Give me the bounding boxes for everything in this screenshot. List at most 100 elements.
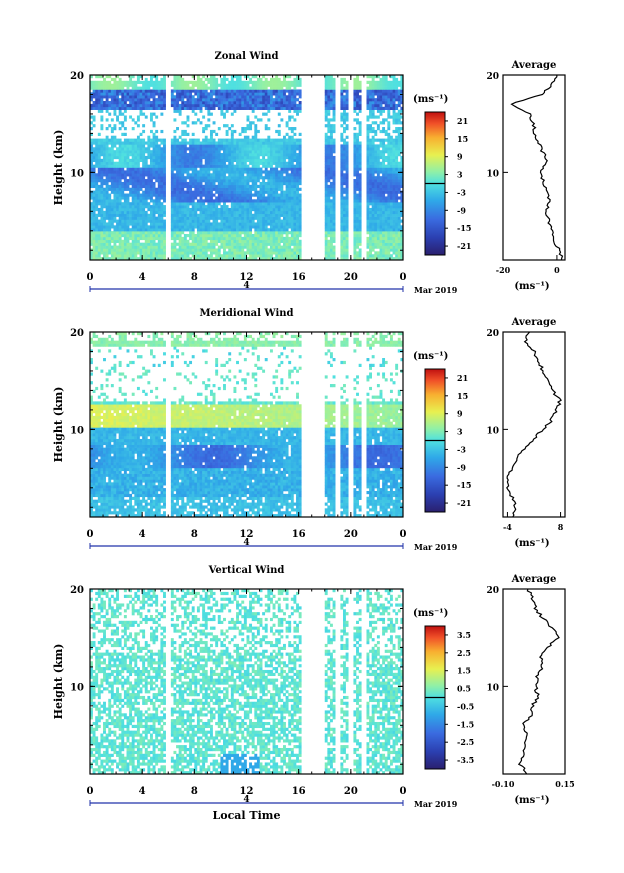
heatmap-cell [100,179,104,183]
heatmap-cell [345,179,349,183]
heatmap-cell [113,216,117,220]
heatmap-cell [236,95,239,99]
heatmap-cell [163,138,166,142]
chart-title: Zonal Wind [214,51,278,62]
heatmap-cell [275,98,279,102]
heatmap-cell [296,109,299,113]
heatmap-cell [113,210,117,215]
heatmap-cell [329,257,333,261]
heatmap-cell [212,176,216,180]
heatmap-cell [269,138,273,142]
heatmap-cell [207,199,211,203]
heatmap-cell [105,127,109,131]
heatmap-cell [160,170,164,174]
heatmap-cell [142,196,146,200]
heatmap-cell [129,147,133,151]
heatmap-cell [113,248,117,252]
heatmap-cell [288,176,292,180]
heatmap-cell [92,225,96,229]
heatmap-cell [116,210,119,215]
heatmap-cell [379,210,383,215]
heatmap-cell [329,141,333,145]
heatmap-cell [389,164,393,168]
heatmap-cell [123,196,127,200]
heatmap-cell [285,257,289,261]
heatmap-cell [371,153,375,157]
heatmap-cell [264,219,268,223]
heatmap-cell [103,222,106,226]
heatmap-cell [220,231,224,235]
heatmap-cell [243,176,247,180]
heatmap-cell [353,207,357,212]
heatmap-cell [238,158,242,163]
heatmap-cell [366,245,370,249]
heatmap-cell [152,257,156,261]
heatmap-cell [123,231,127,235]
heatmap-cell [343,129,346,134]
heatmap-cell [371,150,375,154]
heatmap-cell [123,176,127,180]
heatmap-cell [400,233,404,238]
heatmap-cell [131,233,135,238]
heatmap-cell [269,242,273,246]
heatmap-cell [152,184,156,189]
heatmap-cell [267,170,271,174]
heatmap-cell [400,196,404,200]
heatmap-cell [152,245,156,249]
heatmap-cell [191,170,195,174]
heatmap-cell [254,153,258,157]
heatmap-cell [374,181,378,186]
heatmap-cell [173,187,177,191]
heatmap-cell [191,176,195,180]
heatmap-cell [366,103,370,108]
heatmap-cell [199,216,203,220]
heatmap-cell [209,101,213,105]
heatmap-cell [160,219,164,223]
heatmap-cell [327,205,331,209]
heatmap-cell [217,167,221,171]
heatmap-cell [262,179,266,183]
heatmap-cell [288,144,292,148]
heatmap-cell [199,187,203,191]
heatmap-cell [173,251,177,255]
heatmap-cell [113,202,117,206]
heatmap-cell [183,158,187,163]
heatmap-cell [134,176,138,180]
heatmap-cell [228,164,232,168]
heatmap-cell [207,161,211,165]
heatmap-cell [272,98,276,102]
heatmap-cell [97,254,101,258]
heatmap-cell [189,106,193,110]
heatmap-cell [113,179,117,183]
heatmap-cell [272,179,276,183]
heatmap-cell [343,121,346,125]
heatmap-cell [207,141,211,145]
heatmap-cell [186,228,190,232]
heatmap-cell [395,138,399,142]
heatmap-cell [228,92,232,96]
heatmap-cell [131,248,135,252]
heatmap-cell [194,155,198,160]
heatmap-cell [110,225,114,229]
heatmap-cell [366,138,370,142]
heatmap-cell [194,216,198,220]
heatmap-cell [400,239,404,243]
heatmap-cell [345,228,349,232]
heatmap-cell [108,141,112,145]
heatmap-cell [277,207,281,212]
heatmap-cell [152,95,156,99]
heatmap-cell [374,147,378,151]
heatmap-cell [194,158,198,163]
heatmap-cell [353,190,357,194]
heatmap-cell [142,129,146,134]
heatmap-cell [223,124,226,128]
heatmap-cell [199,170,203,174]
heatmap-cell [212,216,216,220]
heatmap-cell [90,176,93,180]
heatmap-cell [340,242,344,246]
heatmap-cell [267,228,271,232]
heatmap-cell [136,225,140,229]
heatmap-cell [327,127,331,131]
heatmap-cell [371,225,375,229]
heatmap-cell [209,161,213,165]
